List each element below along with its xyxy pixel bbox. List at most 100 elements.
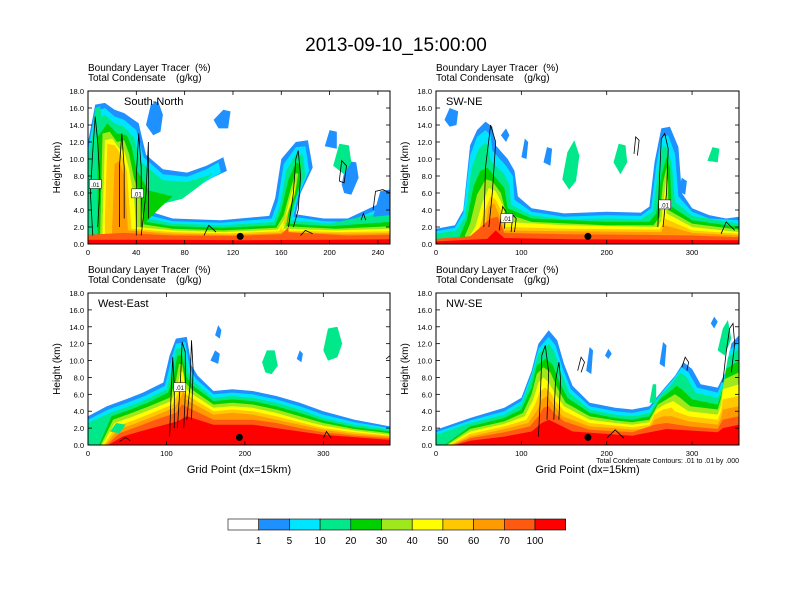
tracer-shading <box>88 239 390 244</box>
x-axis-label: Grid Point (dx=15km) <box>187 464 291 476</box>
tracer-shading <box>110 423 126 434</box>
y-tick-label: 14.0 <box>69 323 84 332</box>
x-tick-label: 0 <box>434 449 438 458</box>
colorbar-label: 50 <box>437 536 449 547</box>
panel-header-variable: Total Condensate <box>88 275 166 286</box>
y-tick-label: 12.0 <box>417 340 432 349</box>
panel-header-units: (g/kg) <box>176 73 202 84</box>
x-tick-label: 200 <box>323 248 336 257</box>
y-tick-label: 16.0 <box>417 104 432 113</box>
panel-header-units: (g/kg) <box>176 275 202 286</box>
x-tick-label: 40 <box>132 248 140 257</box>
y-axis-label: Height (km) <box>400 343 411 395</box>
colorbar-swatch <box>534 518 567 531</box>
x-tick-label: 0 <box>86 248 90 257</box>
condensate-contour <box>338 159 347 184</box>
y-tick-label: 4.0 <box>422 206 432 215</box>
x-tick-label: 0 <box>86 449 90 458</box>
tracer-shading <box>659 342 667 368</box>
y-tick-label: 8.0 <box>74 172 84 181</box>
x-tick-label: 300 <box>686 449 699 458</box>
panel-header-variable: Boundary Layer Tracer <box>436 63 538 74</box>
x-tick-label: 200 <box>600 449 613 458</box>
colorbar-label: 1 <box>256 536 262 547</box>
y-tick-label: 0.0 <box>422 240 432 249</box>
colorbar-label: 10 <box>315 536 327 547</box>
location-marker <box>584 232 592 240</box>
condensate-contour <box>288 150 302 228</box>
colorbar-swatch <box>319 518 352 531</box>
y-tick-label: 4.0 <box>74 206 84 215</box>
x-tick-label: 200 <box>600 248 613 257</box>
x-tick-label: 300 <box>686 248 699 257</box>
condensate-contour <box>119 133 125 227</box>
condensate-contour <box>510 214 517 233</box>
y-axis-label: Height (km) <box>52 142 63 194</box>
tracer-shading <box>215 325 222 339</box>
contour-label: .01 <box>661 203 670 209</box>
y-tick-label: 8.0 <box>74 373 84 382</box>
colorbar-label: 60 <box>468 536 480 547</box>
colorbar-label: 30 <box>376 536 388 547</box>
panel-header-variable: Boundary Layer Tracer <box>88 63 190 74</box>
y-tick-label: 18.0 <box>69 87 84 96</box>
condensate-contour <box>722 322 736 383</box>
condensate-contour <box>186 340 194 420</box>
y-tick-label: 14.0 <box>417 323 432 332</box>
y-tick-label: 6.0 <box>74 189 84 198</box>
condensate-contour <box>538 345 550 437</box>
y-tick-label: 14.0 <box>417 121 432 130</box>
y-axis-label: Height (km) <box>52 343 63 395</box>
tracer-shading <box>146 101 163 136</box>
condensate-contour <box>169 357 175 437</box>
y-tick-label: 14.0 <box>69 121 84 130</box>
y-tick-label: 12.0 <box>69 138 84 147</box>
y-tick-label: 0.0 <box>74 441 84 450</box>
tracer-shading <box>521 138 529 159</box>
panel-header-units: (%) <box>195 265 211 276</box>
tracer-shading <box>707 147 720 163</box>
y-tick-label: 4.0 <box>74 407 84 416</box>
y-tick-label: 18.0 <box>417 87 432 96</box>
panel-header-units: (g/kg) <box>524 73 550 84</box>
colorbar-swatch <box>503 518 536 531</box>
contour-footnote: Total Condensate Contours: .01 to .01 by… <box>596 458 739 465</box>
panel-header-variable: Total Condensate <box>436 275 514 286</box>
tracer-shading <box>373 189 390 217</box>
tracer-shading <box>324 130 337 149</box>
x-tick-label: 200 <box>239 449 252 458</box>
tracer-shading <box>210 350 220 364</box>
x-tick-label: 240 <box>372 248 385 257</box>
tracer-shading <box>678 177 687 195</box>
shaded-field: .01 .01 <box>88 91 390 244</box>
colorbar-label: 70 <box>499 536 511 547</box>
tracer-shading <box>444 108 459 127</box>
tracer-shading <box>483 203 739 244</box>
shaded-field: .01 .01 <box>436 91 739 244</box>
y-tick-label: 16.0 <box>69 306 84 315</box>
x-tick-label: 100 <box>515 248 528 257</box>
colorbar-swatch <box>381 518 413 531</box>
condensate-contour <box>606 429 625 439</box>
y-tick-label: 12.0 <box>417 138 432 147</box>
condensate-contour <box>720 221 735 234</box>
x-tick-label: 120 <box>227 248 240 257</box>
panel-header-variable: Total Condensate <box>436 73 514 84</box>
tracer-shading <box>296 350 303 363</box>
panel-header-units: (%) <box>543 63 559 74</box>
panel-header-units: (%) <box>195 63 211 74</box>
tracer-shading <box>323 326 343 361</box>
condensate-contour <box>203 224 217 236</box>
panel-header-variable: Boundary Layer Tracer <box>436 265 538 276</box>
figure-title: 2013-09-10_15:00:00 <box>305 35 487 56</box>
condensate-contour <box>140 141 149 236</box>
tracer-shading <box>710 316 718 329</box>
tracer-shading <box>500 128 510 142</box>
tracer-shading <box>454 419 739 445</box>
location-marker <box>235 433 243 441</box>
contour-label: .01 <box>91 183 100 189</box>
